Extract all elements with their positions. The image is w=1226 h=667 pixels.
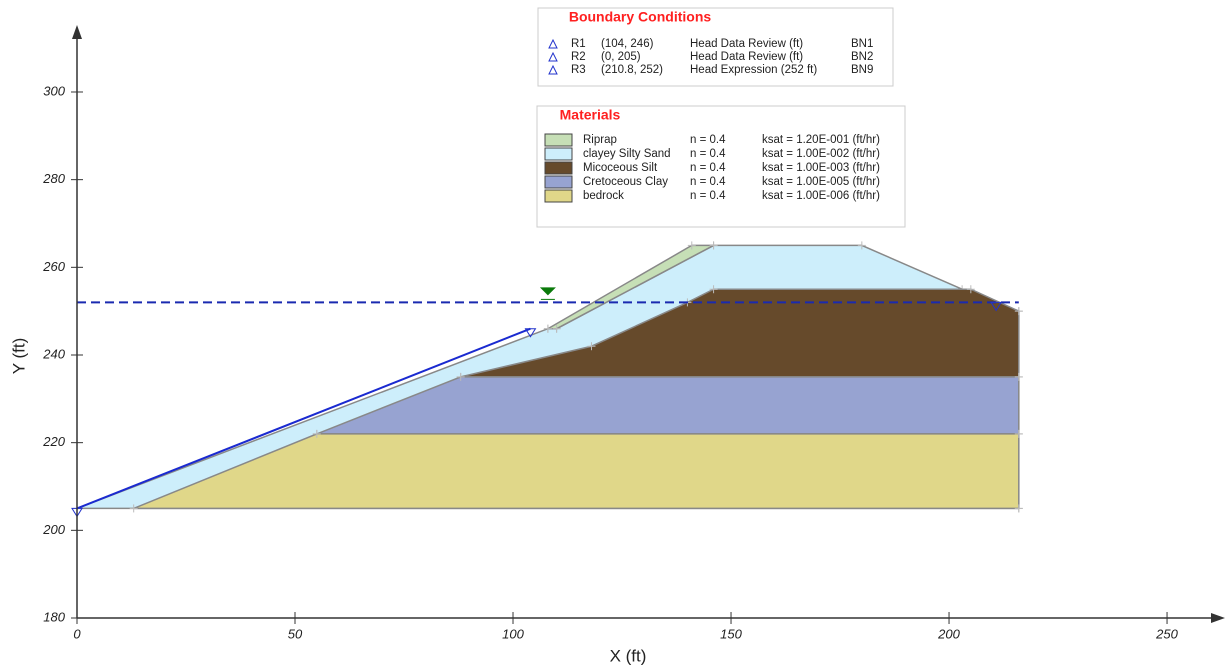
x-tick-label: 100 [502,626,524,641]
bc-point: (0, 205) [601,51,641,63]
material-swatch [544,175,573,189]
bc-id: BN1 [851,38,873,50]
x-tick-label: 0 [73,626,81,641]
material-ksat: ksat = 1.00E-006 (ft/hr) [762,190,880,202]
water-symbol [539,287,556,296]
bc-point: (104, 246) [601,38,654,50]
material-ksat: ksat = 1.20E-001 (ft/hr) [762,134,880,146]
material-swatch [544,161,573,175]
bc-icon [548,64,558,75]
material-n: n = 0.4 [690,190,726,202]
bc-id: BN9 [851,64,873,76]
bc-name: R1 [571,38,586,50]
material-ksat: ksat = 1.00E-005 (ft/hr) [762,176,880,188]
x-tick-label: 200 [937,626,960,641]
material-name: Cretoceous Clay [583,176,668,188]
material-name: clayey Silty Sand [583,148,671,160]
y-tick-label: 300 [43,83,65,98]
bc-icon [548,38,558,49]
bc-point: (210.8, 252) [601,64,663,76]
y-tick-label: 280 [42,171,65,186]
y-tick-label: 220 [42,434,65,449]
material-ksat: ksat = 1.00E-003 (ft/hr) [762,162,880,174]
material-n: n = 0.4 [690,176,726,188]
y-axis-label: Y (ft) [9,338,28,375]
material-name: bedrock [583,190,624,202]
bc-type: Head Data Review (ft) [690,51,803,63]
y-tick-label: 180 [43,609,65,624]
materials-box [536,105,906,228]
material-swatch [544,189,573,203]
material-name: Riprap [583,134,617,146]
bc-title: Boundary Conditions [569,9,712,25]
bc-name: R3 [571,64,586,76]
bc-box [537,7,894,87]
y-tick-label: 240 [42,346,65,361]
x-tick-label: 150 [720,626,742,641]
x-arrow [1211,613,1225,623]
materials-title: Materials [560,107,621,123]
y-tick-label: 260 [42,259,65,274]
y-arrow [72,25,82,39]
x-tick-label: 50 [288,626,303,641]
material-swatch [544,147,573,161]
bc-type: Head Data Review (ft) [690,38,803,50]
material-swatch [544,133,573,147]
material-region [460,288,1020,378]
bc-name: R2 [571,51,586,63]
material-n: n = 0.4 [690,162,726,174]
boundary-marker [990,301,1003,312]
material-name: Micoceous Silt [583,162,658,174]
bc-type: Head Expression (252 ft) [690,64,817,76]
x-axis-label: X (ft) [610,646,647,665]
material-n: n = 0.4 [690,134,726,146]
material-n: n = 0.4 [690,148,726,160]
boundary-line [76,327,531,510]
bc-id: BN2 [851,51,873,63]
y-tick-label: 200 [42,522,65,537]
material-ksat: ksat = 1.00E-002 (ft/hr) [762,148,880,160]
boundary-marker [524,328,537,338]
bc-icon [548,51,558,62]
x-tick-label: 250 [1155,626,1178,641]
